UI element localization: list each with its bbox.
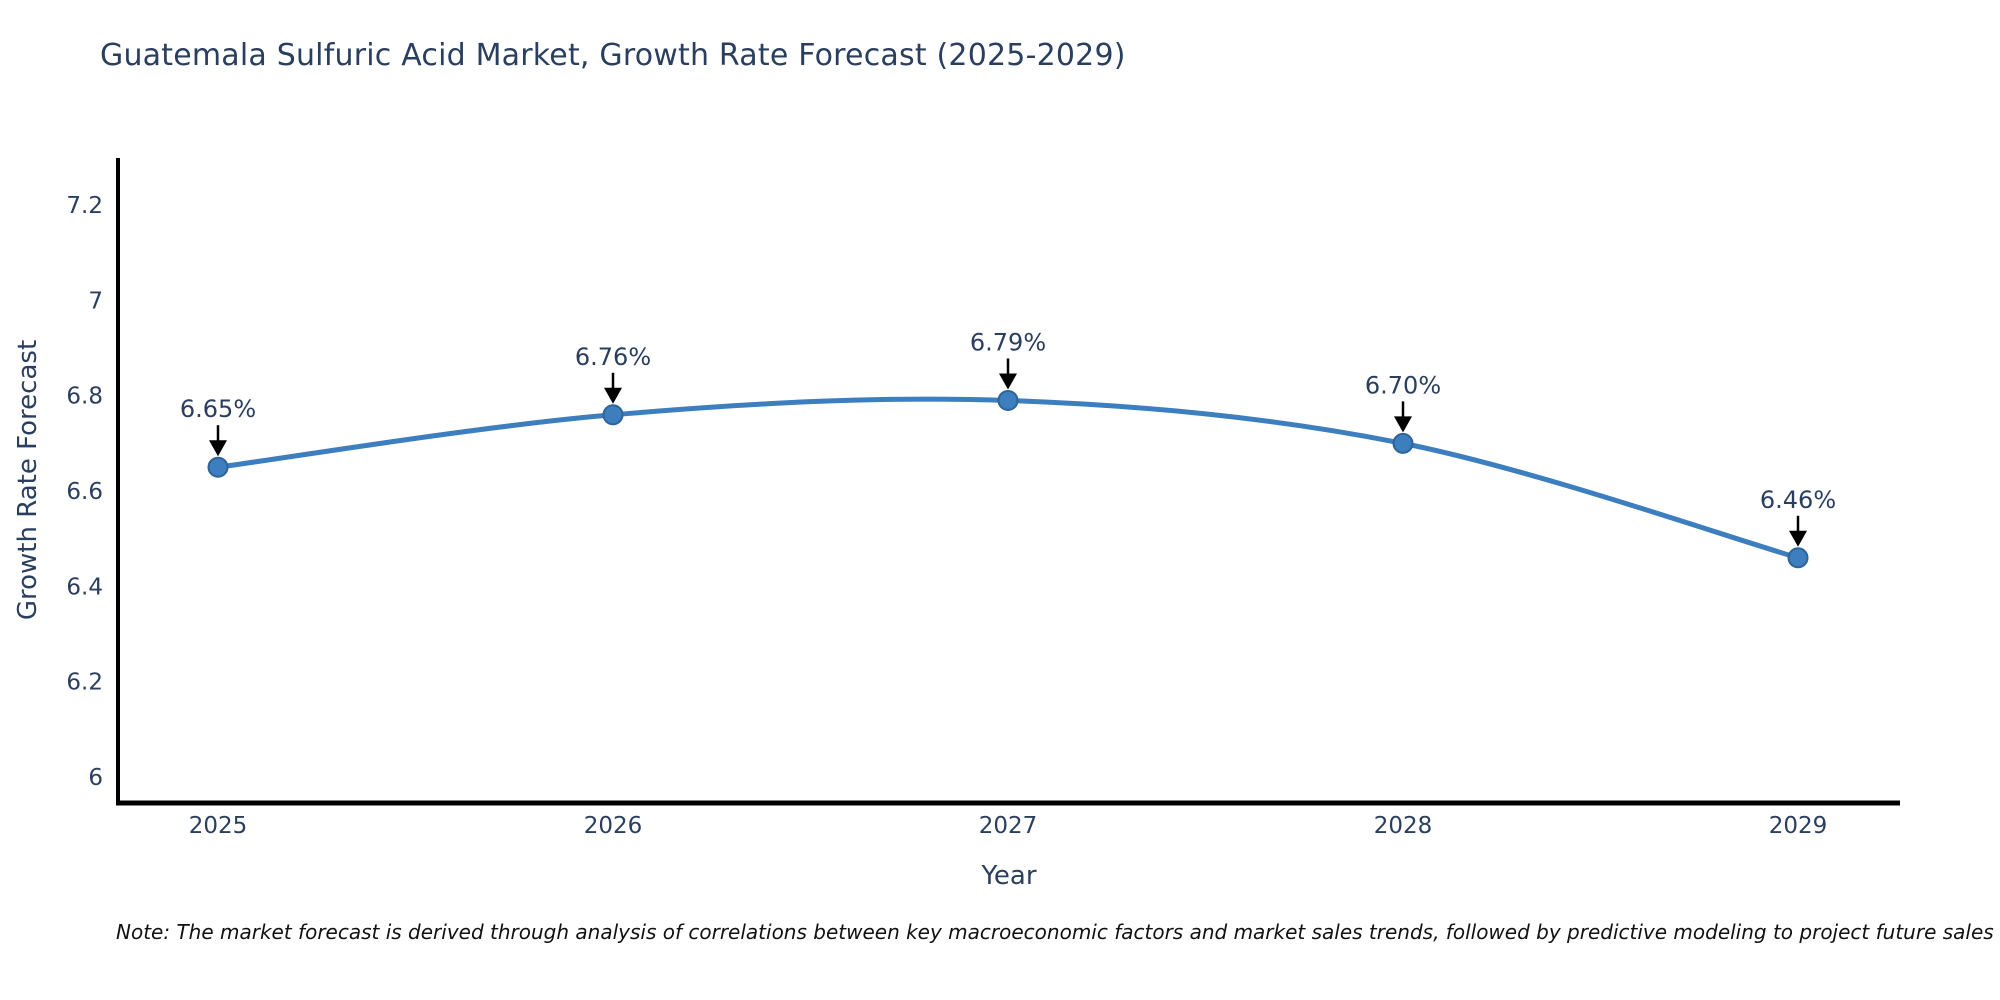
point-annotation-label: 6.46% bbox=[1760, 486, 1836, 514]
y-tick-label: 7 bbox=[88, 288, 103, 314]
y-tick-label: 6.4 bbox=[66, 574, 103, 600]
y-tick-label: 7.2 bbox=[66, 193, 103, 219]
footnote: Note: The market forecast is derived thr… bbox=[116, 920, 1994, 944]
x-axis-tick-labels: 2025 2026 2027 2028 2029 bbox=[189, 813, 1828, 839]
x-tick-label: 2027 bbox=[979, 813, 1038, 839]
series-layer bbox=[207, 389, 1809, 569]
data-point-marker bbox=[997, 389, 1019, 411]
x-tick-label: 2029 bbox=[1769, 813, 1828, 839]
point-annotation-label: 6.76% bbox=[575, 343, 651, 371]
y-axis-tick-labels: 6 6.2 6.4 6.6 6.8 7 7.2 bbox=[66, 193, 103, 791]
x-axis-title: Year bbox=[980, 861, 1036, 891]
y-axis-title: Growth Rate Forecast bbox=[13, 340, 43, 620]
data-point-marker bbox=[207, 456, 229, 478]
data-point-marker bbox=[1392, 432, 1414, 454]
point-annotation-label: 6.79% bbox=[970, 328, 1046, 356]
annotation-arrow-head bbox=[1789, 530, 1807, 547]
y-tick-label: 6.2 bbox=[66, 670, 103, 696]
x-tick-label: 2028 bbox=[1374, 813, 1433, 839]
data-point-marker bbox=[602, 404, 624, 426]
series-line bbox=[215, 396, 1801, 561]
y-tick-label: 6.6 bbox=[66, 479, 103, 505]
annotation-arrow-head bbox=[209, 440, 227, 457]
annotation-arrow-head bbox=[604, 387, 622, 404]
x-tick-label: 2025 bbox=[189, 813, 248, 839]
page-title: Guatemala Sulfuric Acid Market, Growth R… bbox=[100, 38, 1126, 73]
annotation-arrow-head bbox=[999, 373, 1017, 390]
y-tick-label: 6.8 bbox=[66, 384, 103, 410]
point-annotation-label: 6.70% bbox=[1365, 371, 1441, 399]
annotation-arrow-head bbox=[1394, 416, 1412, 433]
point-annotation-label: 6.65% bbox=[180, 395, 256, 423]
x-tick-label: 2026 bbox=[584, 813, 643, 839]
annotation-layer: 6.65% 6.76% 6.79% 6.70% 6.46% bbox=[180, 328, 1836, 547]
data-point-marker bbox=[1787, 547, 1809, 569]
y-tick-label: 6 bbox=[88, 765, 103, 791]
